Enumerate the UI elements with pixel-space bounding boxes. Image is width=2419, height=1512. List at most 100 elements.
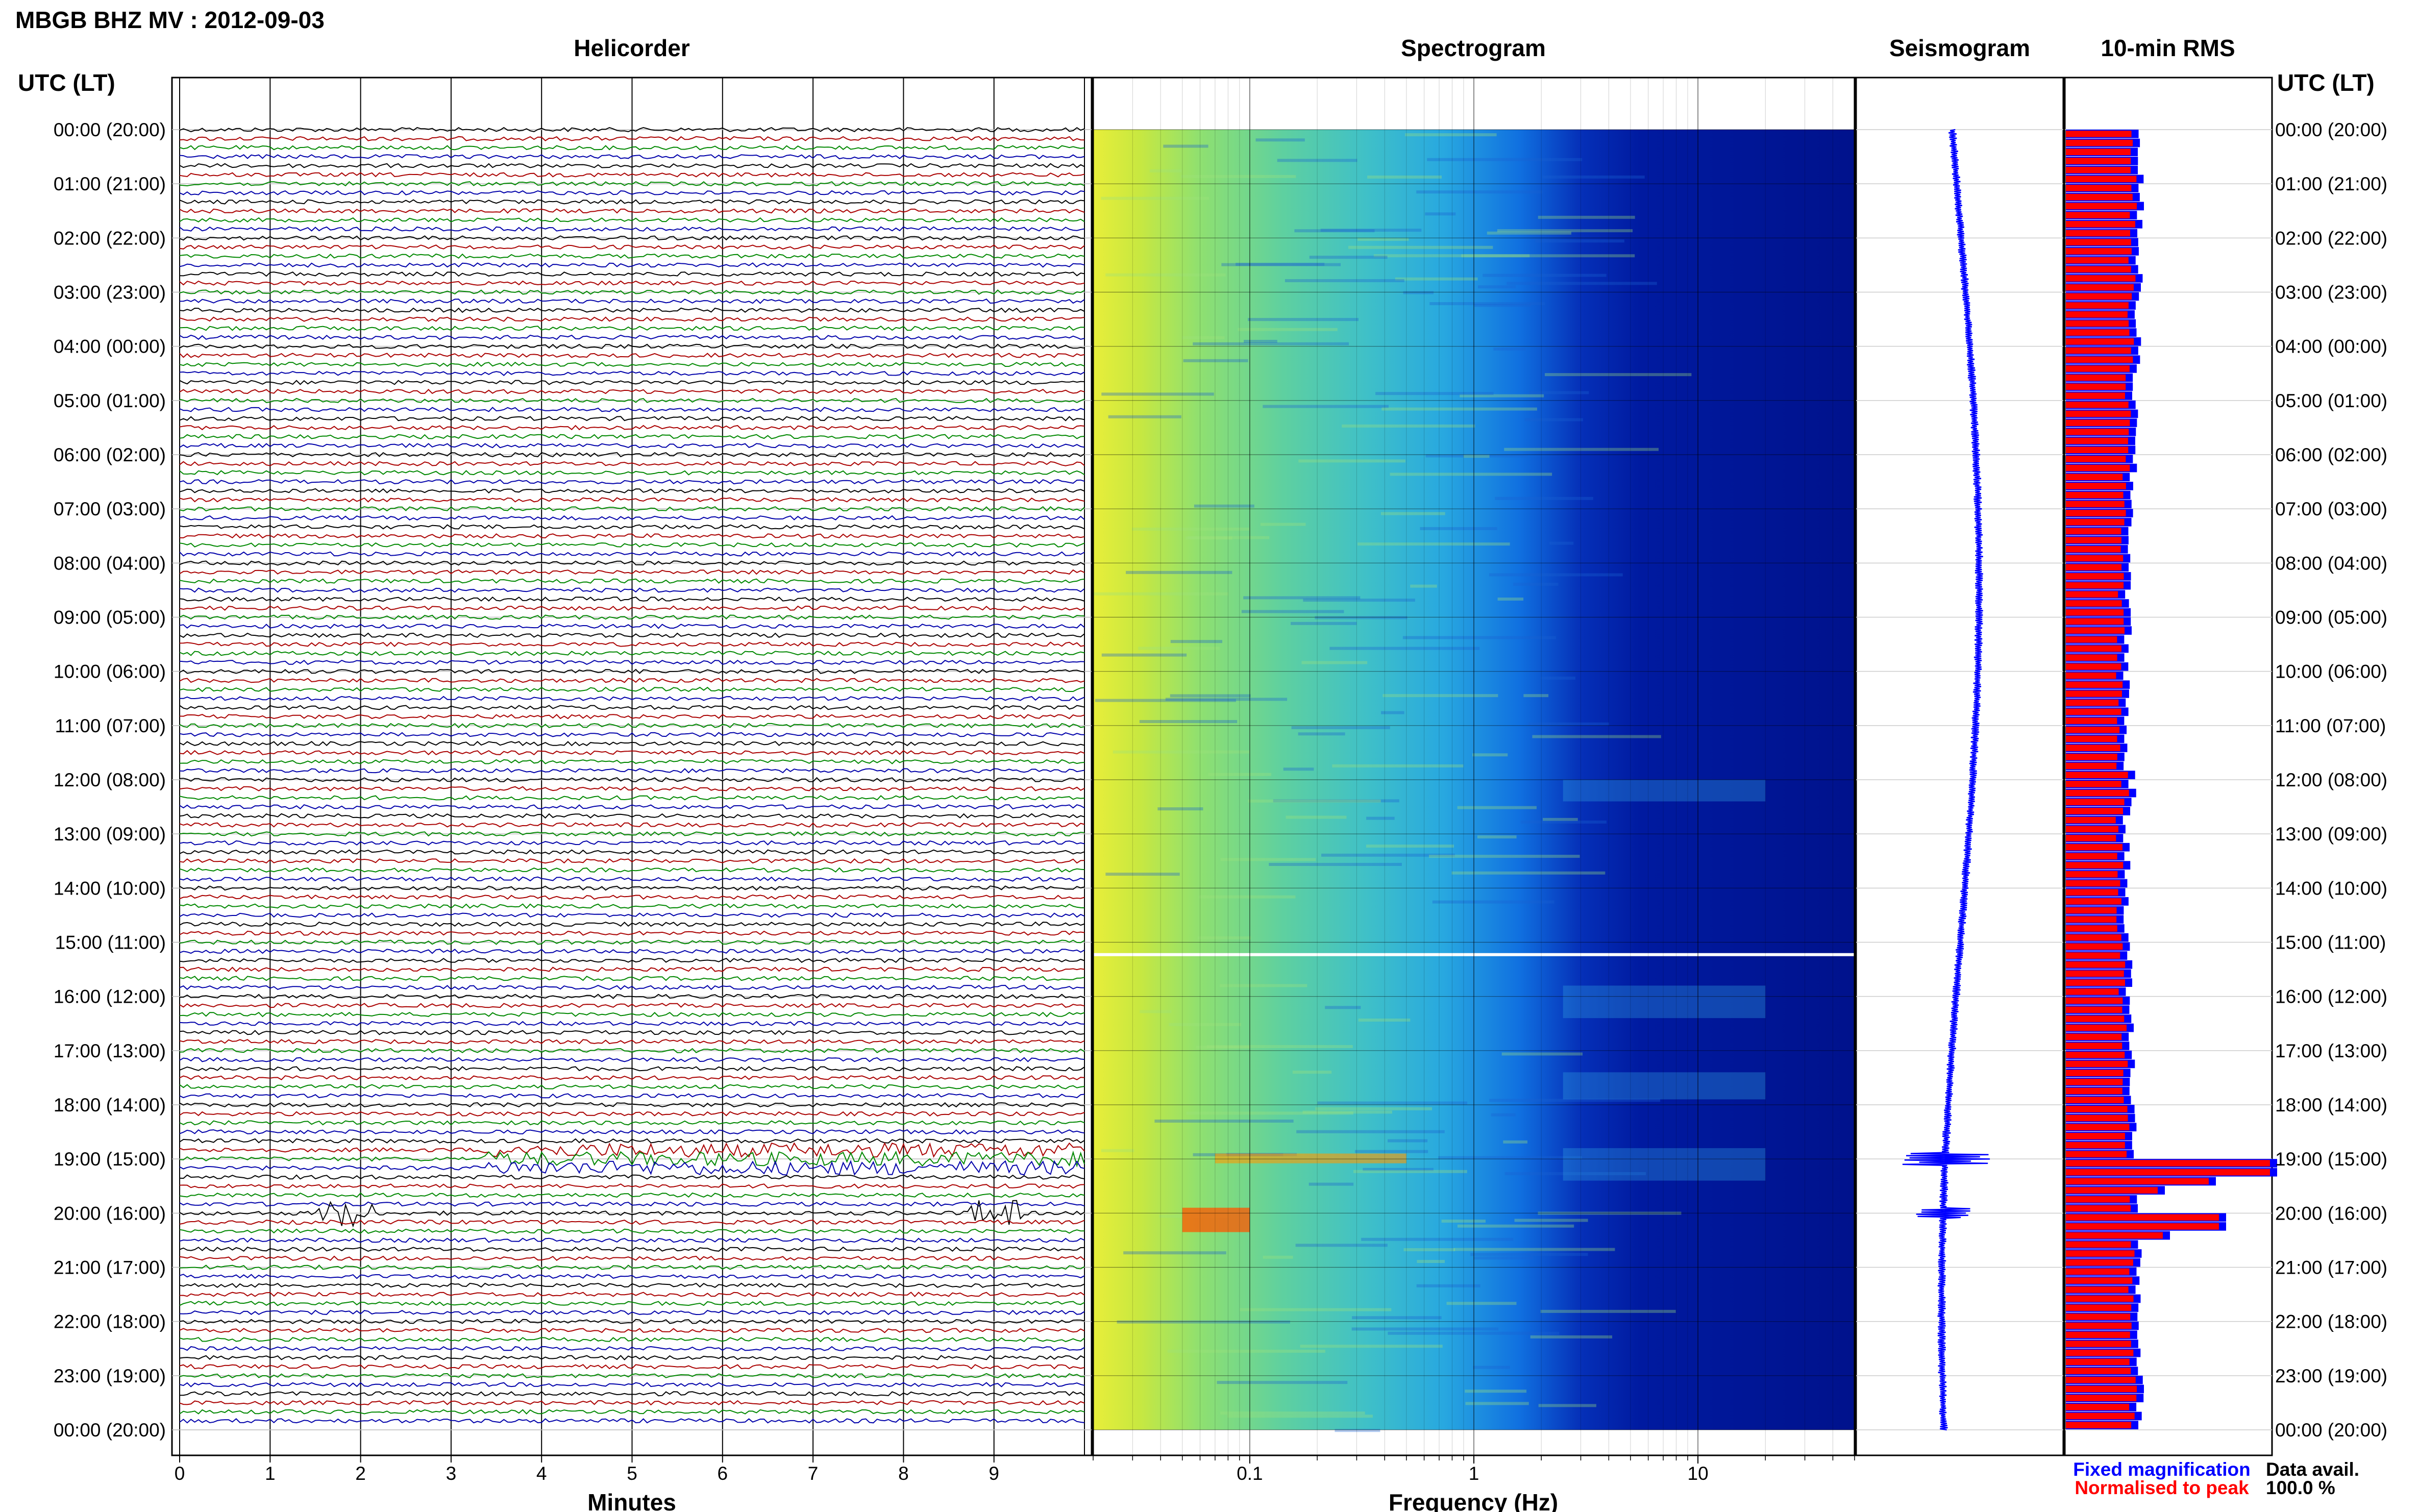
- helicorder-trace: [179, 1111, 1085, 1117]
- time-label-right: 17:00 (13:00): [2275, 1040, 2387, 1061]
- rms-bar-normalised: [2066, 564, 2122, 571]
- helicorder-trace: [179, 1364, 1085, 1370]
- spectrogram-streak: [1524, 418, 1583, 422]
- spectrogram-streak: [1348, 245, 1493, 249]
- helicorder-trace: [179, 470, 1085, 476]
- spectrogram-streak: [1248, 799, 1381, 803]
- helicorder-x-tick-label: 2: [355, 1463, 366, 1484]
- spectrogram-streak: [1301, 661, 1368, 664]
- helicorder-trace: [179, 1057, 1085, 1062]
- helicorder-trace: [179, 696, 1085, 701]
- rms-bar-normalised: [2066, 428, 2129, 435]
- rms-bar-normalised: [2066, 844, 2122, 851]
- rms-bar-normalised: [2066, 510, 2126, 516]
- spectrogram-streak: [1296, 1130, 1445, 1133]
- helicorder-trace: [179, 1319, 1085, 1324]
- rms-bar-normalised: [2066, 230, 2131, 237]
- spectrogram-streak: [1138, 647, 1220, 650]
- helicorder-trace: [179, 939, 1085, 945]
- spectrogram-streak: [1390, 473, 1552, 476]
- spectrogram-streak: [1352, 1316, 1442, 1320]
- spectrogram-streak: [1460, 394, 1544, 398]
- spectrogram-streak: [1493, 348, 1526, 351]
- rms-bar-normalised: [2066, 257, 2129, 264]
- time-label-left: 07:00 (03:00): [54, 499, 166, 519]
- rms-bar-normalised: [2066, 491, 2124, 499]
- spectrogram-streak: [1491, 1113, 1516, 1117]
- spectrogram-streak: [1139, 720, 1238, 723]
- rms-bar-normalised: [2066, 248, 2132, 255]
- spectrogram-streak: [1206, 1045, 1353, 1048]
- spectrogram-streak: [1529, 391, 1589, 394]
- spectrogram-streak: [1186, 1111, 1353, 1115]
- helicorder-trace: [179, 587, 1085, 593]
- rms-bar-normalised: [2066, 781, 2121, 787]
- helicorder-trace: [179, 1075, 1085, 1081]
- rms-bar-normalised: [2066, 329, 2130, 336]
- rms-bar-normalised: [2066, 546, 2121, 553]
- helicorder-trace: [179, 641, 1085, 648]
- time-label-left: 13:00 (09:00): [54, 824, 166, 845]
- helicorder-trace: [179, 289, 1085, 295]
- figure-title: MBGB BHZ MV : 2012-09-03: [15, 7, 325, 33]
- rms-bar-normalised: [2066, 139, 2133, 146]
- rms-bar-normalised: [2066, 1151, 2127, 1158]
- spectrogram-band: [1563, 780, 1766, 802]
- spectrogram-streak: [1217, 1381, 1348, 1384]
- rms-bar-normalised: [2066, 401, 2129, 408]
- spectrogram-streak: [1170, 640, 1223, 643]
- helicorder-trace: [179, 479, 1085, 485]
- helicorder-trace: [179, 668, 1085, 674]
- spectrogram-streak: [1489, 573, 1623, 577]
- helicorder-trace: [179, 569, 1085, 575]
- helicorder-trace: [179, 1255, 1085, 1261]
- helicorder-trace: [179, 623, 1085, 629]
- spectrogram-streak: [1263, 1255, 1293, 1259]
- rms-bar-normalised: [2066, 645, 2121, 652]
- rms-bars: [2066, 130, 2277, 1429]
- rms-bar-normalised: [2066, 1078, 2123, 1085]
- rms-bar-normalised: [2066, 302, 2129, 309]
- spectrogram-x-tick-label: 1: [1469, 1463, 1479, 1484]
- spectrogram-streak: [1105, 873, 1180, 876]
- spectrogram-streak: [1309, 256, 1388, 259]
- helicorder-trace: [179, 1355, 1085, 1360]
- helicorder-trace: [179, 903, 1085, 909]
- rms-bar-normalised: [2066, 266, 2131, 273]
- helicorder-trace: [179, 1192, 1085, 1198]
- spectrogram-streak: [1474, 304, 1531, 307]
- rms-bar-normalised: [2066, 762, 2117, 770]
- helicorder-trace: [179, 1391, 1085, 1397]
- spectrogram-streak: [1432, 900, 1554, 904]
- spectrogram-streak: [1303, 599, 1415, 602]
- spectrogram-streak: [1273, 799, 1399, 803]
- spectrogram-x-tick-label: 0.1: [1237, 1463, 1263, 1484]
- spectrogram-streak: [1535, 239, 1624, 243]
- helicorder-trace: [179, 443, 1085, 449]
- rms-bar-normalised: [2066, 789, 2129, 797]
- helicorder-trace: [179, 1282, 1085, 1288]
- time-label-left: 00:00 (20:00): [54, 119, 166, 140]
- helicorder-trace: [179, 407, 1085, 412]
- helicorder-trace: [179, 488, 1085, 494]
- rms-bar-normalised: [2066, 1160, 2270, 1167]
- spectrogram-streak: [1241, 610, 1344, 613]
- spectrogram-streak: [1538, 1211, 1682, 1215]
- time-label-left: 15:00 (11:00): [55, 932, 166, 953]
- helicorder-trace: [179, 253, 1085, 259]
- spectrogram-streak: [1410, 584, 1437, 588]
- time-label-left: 00:00 (20:00): [54, 1420, 166, 1441]
- rms-bar-normalised: [2066, 1214, 2219, 1221]
- helicorder-trace: [179, 1237, 1085, 1243]
- helicorder-trace: [179, 361, 1085, 367]
- helicorder-trace: [179, 949, 1085, 954]
- helicorder-trace: [179, 316, 1085, 322]
- rms-bar-normalised: [2066, 961, 2126, 968]
- helicorder-trace: [179, 299, 1085, 304]
- spectrogram-streak: [1170, 694, 1251, 698]
- spectrogram-band: [1563, 985, 1766, 1019]
- spectrogram-streak: [1429, 302, 1545, 306]
- spectrogram-streak: [1367, 175, 1442, 179]
- spectrogram-streak: [1263, 405, 1389, 408]
- spectrogram-streak: [1504, 1172, 1646, 1175]
